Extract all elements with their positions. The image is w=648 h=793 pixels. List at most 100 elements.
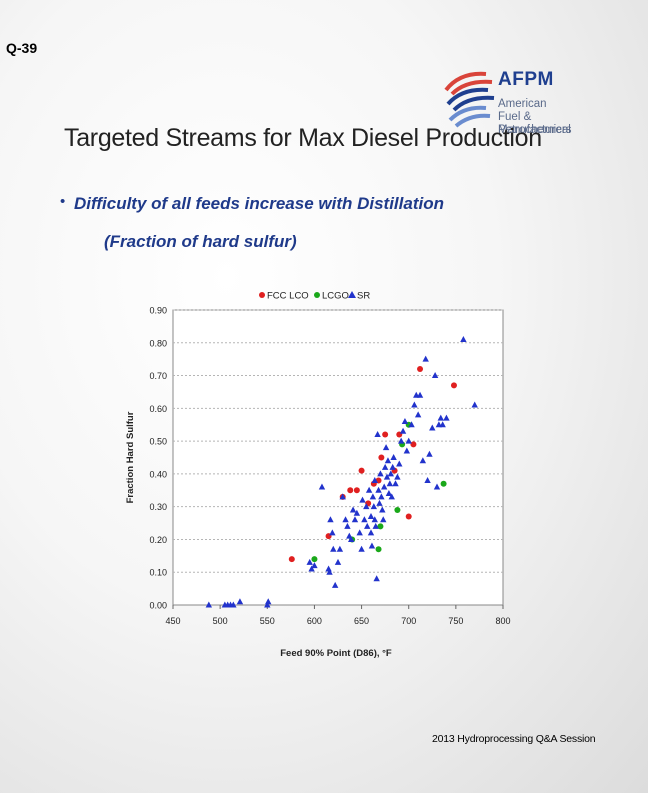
point-sr [394,473,401,480]
point-sr [381,483,388,490]
y-tick-label: 0.10 [149,568,167,578]
point-sr [344,522,351,529]
point-sr [371,476,378,483]
point-lcgo [440,480,447,487]
point-sr [348,535,355,542]
y-axis-label: Fraction Hard Sulfur [125,411,136,503]
point-sr [318,483,326,490]
y-tick-label: 0.00 [149,601,167,611]
point-sr [419,457,427,464]
afpm-logo: AFPM American Fuel & Petrochemical Manuf… [442,68,602,168]
point-sr [339,493,346,500]
logo-name: AFPM [498,69,554,90]
point-sr [384,457,392,464]
point-sr [358,545,365,552]
x-tick-label: 450 [165,616,180,626]
point-sr [375,486,382,493]
y-tick-label: 0.80 [149,338,167,348]
point-sr [372,522,379,529]
point-sr [460,336,467,342]
point-sr [416,391,424,398]
x-tick-label: 600 [307,616,322,626]
point-lcgo [311,556,318,563]
point-sr [383,473,391,480]
x-tick-label: 650 [354,616,369,626]
x-tick-label: 700 [401,616,416,626]
point-sr [330,545,337,552]
point-sr [370,503,378,510]
point-sr [431,372,439,379]
x-tick-label: 500 [213,616,228,626]
legend-marker-lcgo [314,292,320,298]
point-sr [392,480,399,487]
x-tick-label: 550 [260,616,275,626]
point-fcc-lco [417,366,424,372]
slide-title: Targeted Streams for Max Diesel Producti… [64,124,542,152]
point-sr [390,454,397,460]
point-sr [327,516,334,523]
point-sr [401,417,409,424]
point-sr [306,558,313,565]
point-sr [368,542,376,549]
point-sr [385,490,393,497]
point-sr [367,529,375,536]
point-sr [353,509,361,516]
point-sr [437,414,444,421]
point-sr [334,558,342,565]
point-fcc-lco [410,441,417,448]
point-fcc-lco [382,431,389,438]
point-sr [336,545,344,552]
point-sr [376,499,383,506]
legend-label-sr: SR [357,291,370,302]
point-sr [443,414,450,421]
point-sr [230,601,237,608]
point-lcgo [375,546,382,553]
point-sr [363,503,370,510]
point-sr [377,470,384,477]
logo-tagline-line1: American [498,98,547,110]
point-fcc-lco [347,487,354,494]
point-fcc-lco [358,467,365,474]
point-sr [378,493,385,500]
point-fcc-lco [353,487,360,494]
y-tick-label: 0.50 [149,437,167,447]
point-sr [331,581,339,588]
point-sr [471,401,478,408]
point-lcgo [377,523,384,530]
point-lcgo [394,506,401,513]
point-sr [364,522,371,529]
point-sr [374,431,381,438]
point-sr [429,424,436,431]
point-sr [371,516,378,523]
bullet-text-line1: Difficulty of all feeds increase with Di… [74,194,444,213]
y-tick-label: 0.40 [149,469,167,479]
point-sr [329,529,336,536]
point-sr [388,493,395,500]
x-tick-label: 800 [495,616,510,626]
legend-marker-sr [348,291,356,298]
x-tick-label: 750 [448,616,463,626]
point-sr [380,516,387,523]
slide-id: Q-39 [6,40,38,56]
point-sr [387,470,394,477]
point-sr [439,421,446,428]
bullet-text-line2: (Fraction of hard sulfur) [104,232,297,251]
point-sr [414,411,422,418]
point-sr [311,562,318,569]
point-sr [264,601,271,608]
point-sr [356,529,363,536]
y-tick-label: 0.30 [149,502,167,512]
point-sr [351,516,359,523]
point-sr [397,437,405,444]
point-sr [326,568,333,575]
point-sr [411,401,418,408]
point-sr [403,447,411,454]
point-sr [361,516,368,523]
point-sr [205,601,213,608]
legend-label-fcc-lco: FCC LCO [267,291,309,302]
legend-label-lcgo: LCGO [322,291,349,302]
point-sr [359,496,366,503]
point-sr [424,476,431,483]
point-fcc-lco [378,454,385,461]
point-sr [308,565,315,572]
